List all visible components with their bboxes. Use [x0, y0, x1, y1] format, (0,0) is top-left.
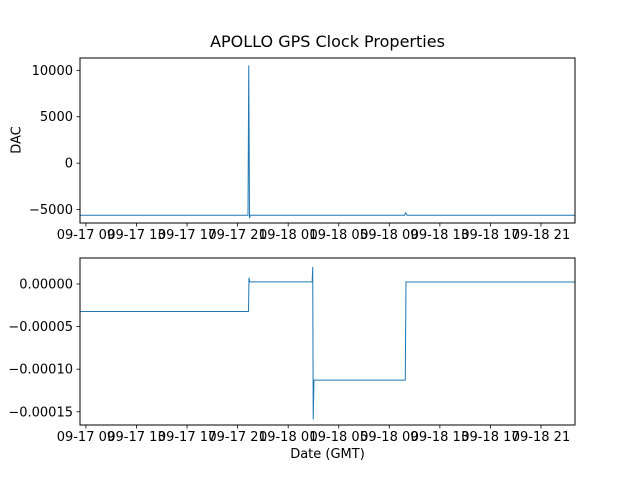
x-tick-label: 09-17 17 — [158, 430, 216, 445]
x-axis-label: Date (GMT) — [290, 447, 365, 462]
chart-title: APOLLO GPS Clock Properties — [210, 32, 445, 51]
y-tick-label: 5000 — [40, 110, 73, 125]
y-tick-label: −0.00010 — [8, 363, 73, 378]
x-tick-label: 09-18 13 — [411, 228, 469, 243]
y-tick-label: −0.00015 — [8, 405, 73, 420]
x-tick-label: 09-18 01 — [259, 228, 317, 243]
x-tick-label: 09-18 21 — [512, 430, 570, 445]
y-tick-label: −5000 — [29, 203, 73, 218]
x-tick-label: 09-18 05 — [310, 228, 368, 243]
x-tick-label: 09-18 01 — [259, 430, 317, 445]
plot-frame-clock-offset — [79, 257, 576, 426]
data-line-dac — [80, 65, 575, 219]
x-tick-label: 09-18 13 — [411, 430, 469, 445]
data-line-clock-offset — [80, 266, 575, 420]
x-tick-label: 09-17 17 — [158, 228, 216, 243]
x-tick-label: 09-18 21 — [512, 228, 570, 243]
x-tick-label: 09-17 13 — [107, 430, 165, 445]
y-tick-label: 10000 — [32, 64, 73, 79]
x-tick-label: 09-17 09 — [57, 228, 115, 243]
x-tick-label: 09-18 17 — [461, 228, 519, 243]
x-tick-label: 09-18 09 — [360, 228, 418, 243]
x-tick-label: 09-17 09 — [57, 430, 115, 445]
x-tick-label: 09-18 17 — [461, 430, 519, 445]
x-tick-label: 09-18 09 — [360, 430, 418, 445]
x-tick-label: 09-17 21 — [208, 430, 266, 445]
y-tick-label: −0.00005 — [8, 320, 73, 335]
x-tick-label: 09-17 13 — [107, 228, 165, 243]
y-tick-label: 0.00000 — [19, 277, 73, 292]
x-tick-label: 09-17 21 — [208, 228, 266, 243]
x-tick-label: 09-18 05 — [310, 430, 368, 445]
plot-frame-dac — [79, 57, 576, 224]
y-tick-label: 0 — [65, 157, 73, 172]
